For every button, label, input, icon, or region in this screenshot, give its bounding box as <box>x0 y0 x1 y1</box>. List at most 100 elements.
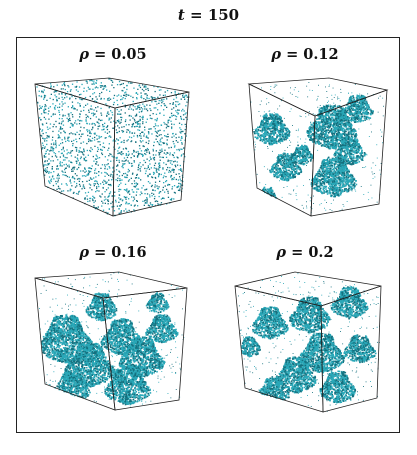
particle <box>55 140 57 142</box>
particle <box>312 129 314 131</box>
particle <box>376 144 378 146</box>
particle <box>278 130 280 133</box>
particle <box>270 122 272 125</box>
particle <box>288 193 290 195</box>
particle <box>87 131 89 133</box>
particle <box>351 95 354 98</box>
particle <box>107 200 110 202</box>
particle <box>331 98 333 100</box>
particle <box>54 94 56 96</box>
particle <box>174 192 176 194</box>
particle <box>287 146 288 148</box>
particle <box>322 167 324 170</box>
particle <box>308 127 311 129</box>
particle <box>153 193 155 195</box>
particle <box>360 118 362 121</box>
particle <box>62 148 64 150</box>
particle <box>147 142 150 145</box>
particle <box>285 179 288 181</box>
particle <box>330 117 333 119</box>
particle <box>351 116 353 119</box>
particle <box>81 83 83 86</box>
particle <box>125 147 127 150</box>
particle <box>257 126 259 129</box>
particle <box>265 123 267 126</box>
particle <box>348 109 351 112</box>
particle <box>109 98 112 100</box>
particle <box>366 102 368 105</box>
particle <box>144 193 146 195</box>
particle <box>147 204 150 206</box>
particle <box>327 105 329 107</box>
particle <box>126 140 128 142</box>
particle <box>46 99 48 101</box>
particle <box>329 117 331 120</box>
particle <box>101 164 104 166</box>
particle <box>277 171 279 174</box>
particle <box>351 133 353 136</box>
particle <box>268 116 270 119</box>
particle <box>114 148 116 150</box>
particle <box>130 136 133 139</box>
particle <box>157 176 160 178</box>
particle <box>144 199 147 201</box>
particle <box>274 116 277 119</box>
particle <box>328 112 330 115</box>
particle <box>290 165 292 168</box>
particle <box>75 86 77 88</box>
particle <box>94 133 96 135</box>
particle <box>110 153 112 156</box>
particle <box>94 183 96 185</box>
particle <box>279 155 281 158</box>
particle <box>286 161 289 164</box>
particle <box>368 119 370 121</box>
particle <box>73 177 75 179</box>
particle <box>267 120 269 123</box>
particle <box>146 197 148 199</box>
particle <box>97 164 99 166</box>
particle <box>43 109 45 111</box>
particle <box>260 134 262 137</box>
particle <box>347 131 350 133</box>
particle <box>78 137 81 140</box>
particle <box>90 132 92 135</box>
particle <box>330 105 333 107</box>
particle <box>141 88 144 91</box>
particle <box>176 164 179 166</box>
particle <box>182 114 185 116</box>
particle <box>160 173 162 176</box>
particle <box>336 132 338 135</box>
particle <box>89 200 91 202</box>
particle <box>122 131 124 133</box>
particle <box>370 184 372 186</box>
particle <box>48 181 50 183</box>
particle <box>293 168 295 170</box>
particle <box>116 157 118 159</box>
particle <box>328 116 330 118</box>
particle <box>103 98 105 100</box>
particle <box>72 133 74 135</box>
particle <box>105 189 108 191</box>
particle <box>122 102 124 104</box>
particle <box>171 136 173 138</box>
particle <box>290 173 293 175</box>
particle <box>50 115 52 118</box>
particle <box>79 162 81 164</box>
particle <box>285 129 288 132</box>
particle <box>272 120 275 123</box>
particle <box>146 158 148 160</box>
particle <box>278 141 281 143</box>
particle <box>298 172 300 174</box>
particle <box>121 165 123 168</box>
particle <box>55 180 57 183</box>
particle <box>289 163 292 166</box>
particle <box>98 185 100 188</box>
particle <box>173 152 176 154</box>
particle <box>317 137 319 140</box>
particle <box>297 173 299 176</box>
particle <box>306 201 307 203</box>
particle <box>152 157 154 159</box>
particle <box>361 96 363 98</box>
particle <box>306 205 307 207</box>
particle <box>122 199 124 201</box>
